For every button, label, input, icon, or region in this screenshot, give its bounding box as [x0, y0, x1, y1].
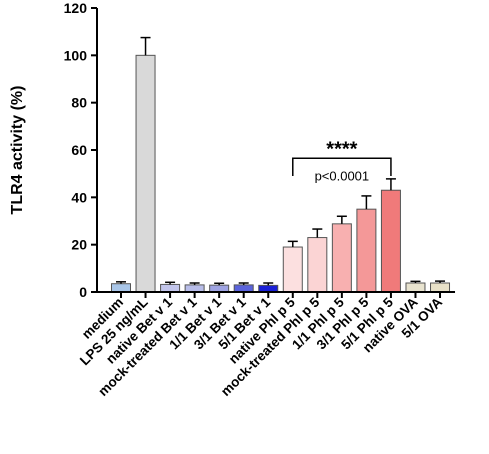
error-bars	[116, 36, 446, 286]
bar	[307, 237, 328, 293]
error-bar	[140, 36, 151, 56]
bar	[380, 189, 401, 293]
bar	[356, 208, 377, 293]
y-tick-label: 20	[71, 237, 87, 253]
p-value-label: p<0.0001	[315, 168, 370, 183]
bar	[184, 284, 205, 293]
y-axis-title: TLR4 activity (%)	[9, 86, 26, 215]
error-bar	[312, 228, 323, 238]
bar	[135, 54, 156, 293]
y-tick-label: 100	[64, 47, 88, 63]
bar	[111, 283, 131, 293]
error-bar	[287, 240, 298, 248]
bar	[282, 246, 303, 293]
error-bar	[165, 281, 176, 285]
bar	[331, 223, 352, 293]
bar	[209, 284, 230, 293]
significance-stars: ****	[326, 138, 357, 160]
y-tick-label: 60	[71, 142, 87, 158]
error-bar	[263, 282, 274, 286]
error-bar	[435, 280, 446, 284]
bars	[111, 54, 451, 293]
y-tick-label: 40	[71, 189, 87, 205]
error-bar	[336, 215, 347, 224]
y-tick-label: 120	[64, 0, 88, 16]
bar	[160, 283, 181, 293]
error-bar	[410, 280, 421, 284]
y-axis: 0 20 40 60 80 100 120	[64, 0, 98, 300]
error-bar	[385, 178, 396, 191]
y-tick-label: 80	[71, 95, 87, 111]
error-bar	[238, 282, 249, 285]
bar	[233, 284, 254, 293]
bar	[405, 282, 426, 293]
significance-annotation: **** p<0.0001	[292, 138, 392, 183]
y-tick-label: 0	[79, 284, 87, 300]
significance-bracket	[292, 157, 392, 177]
error-bar	[361, 195, 372, 210]
bar	[430, 282, 451, 293]
error-bar	[189, 282, 200, 285]
error-bar	[214, 282, 225, 286]
error-bar	[116, 281, 126, 284]
